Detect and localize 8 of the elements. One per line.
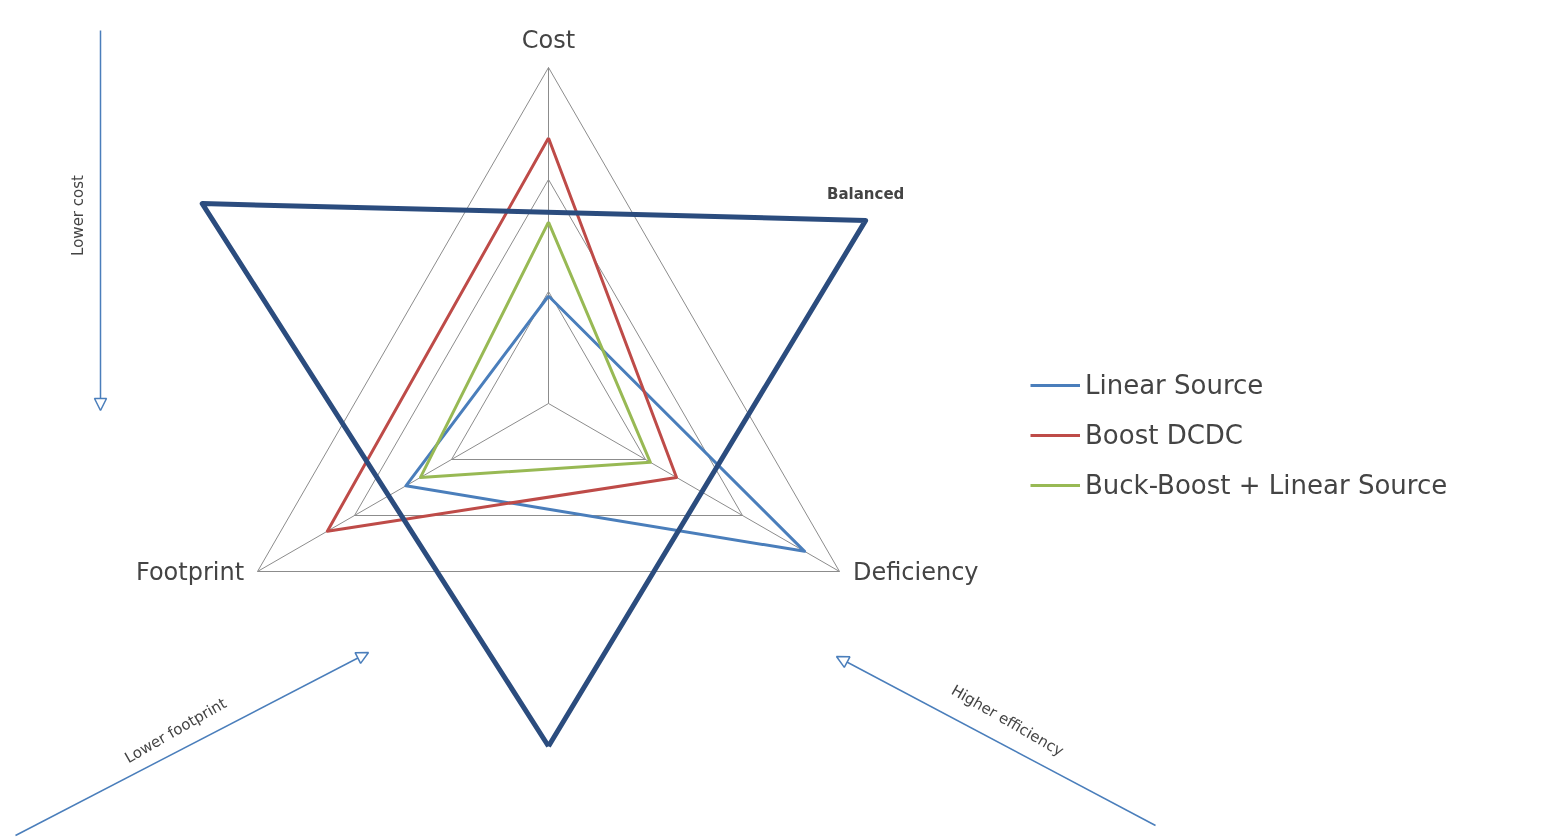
legend-label: Buck-Boost + Linear Source <box>1085 470 1448 500</box>
spoke-label: Cost <box>521 26 576 55</box>
series-label: Balanced <box>827 184 905 203</box>
text: Lower cost <box>68 174 87 256</box>
spoke-label: Footprint <box>135 557 245 586</box>
legend-label: Linear Source <box>1085 370 1264 400</box>
spoke-label: Deficiency <box>852 557 979 586</box>
legend-label: Boost DCDC <box>1085 420 1244 450</box>
